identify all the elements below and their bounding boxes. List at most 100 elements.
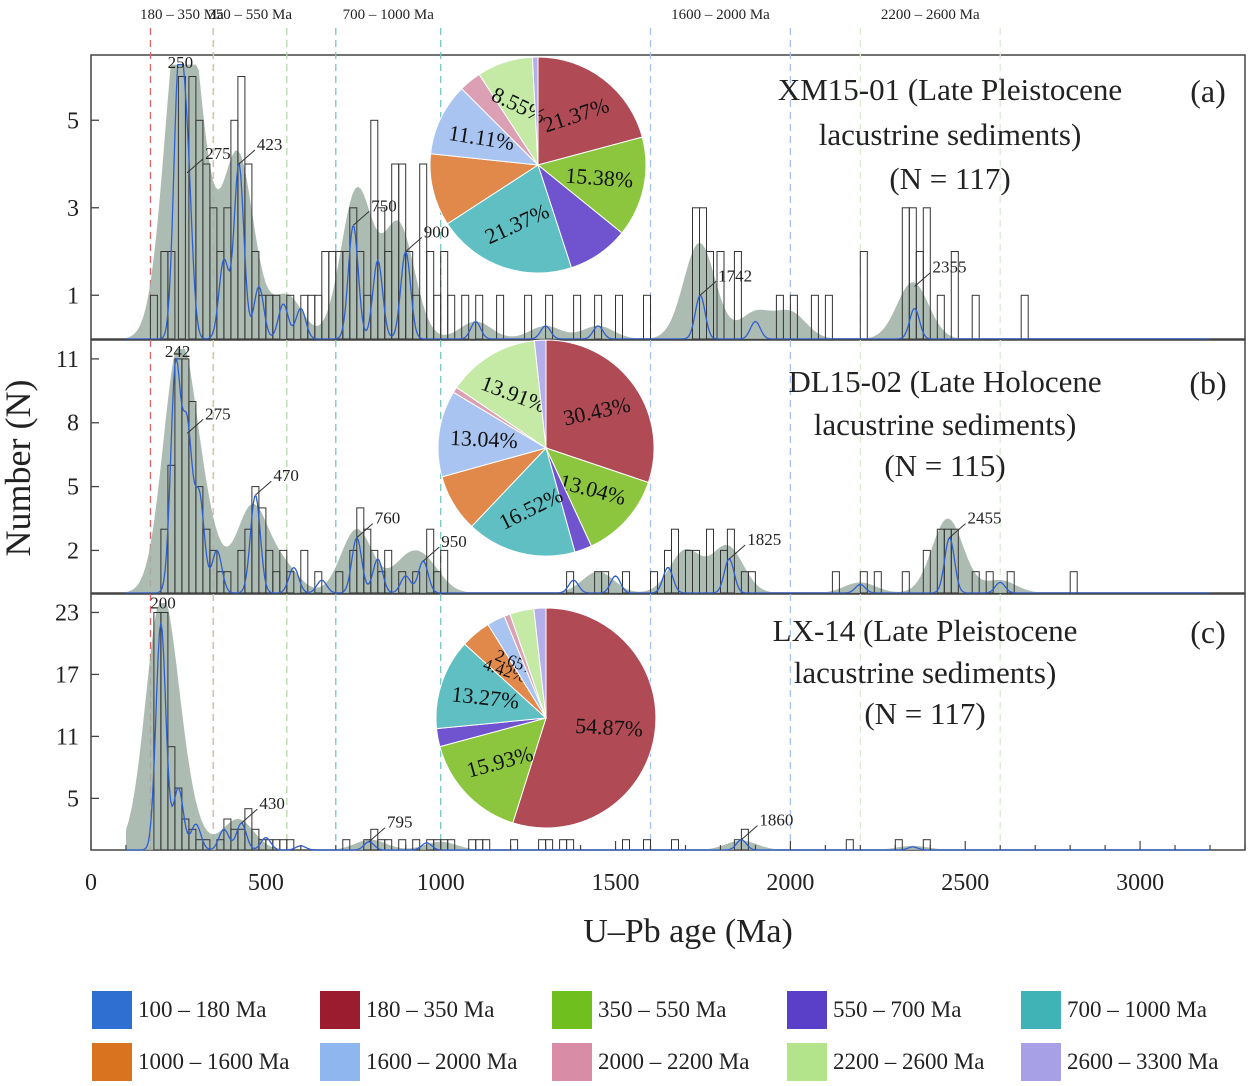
histogram-bar — [286, 294, 295, 340]
peak-label: 275 — [205, 144, 231, 163]
x-tick-label: 0 — [85, 870, 97, 896]
peak-label: 760 — [375, 509, 401, 528]
peak-label: 1825 — [747, 530, 781, 549]
histogram-bar — [1006, 571, 1015, 594]
legend-item: 180 – 350 Ma — [320, 990, 494, 1030]
peak-label: 795 — [387, 813, 413, 832]
histogram-bar — [594, 294, 603, 340]
x-axis: 0 500 1000 1500 2000 2500 3000 — [85, 841, 1246, 896]
legend-swatch — [320, 1043, 360, 1081]
sample-subtitle: lacustrine sediments) — [794, 655, 1057, 690]
legend-label: 180 – 350 Ma — [366, 997, 495, 1022]
legend-label: 350 – 550 Ma — [598, 997, 727, 1022]
legend-label: 1600 – 2000 Ma — [366, 1049, 518, 1074]
histogram-bar — [461, 294, 470, 340]
pie-slice — [435, 643, 548, 730]
peak-label: 750 — [371, 196, 397, 215]
histogram-bar — [566, 571, 575, 594]
peak-arrow — [352, 210, 370, 226]
histogram-bar — [671, 839, 679, 851]
pie-slice — [545, 339, 655, 484]
histogram-bar — [177, 76, 186, 340]
peak-label: 250 — [168, 53, 194, 72]
x-tick-label: 1500 — [592, 870, 640, 896]
y-tick-label: 5 — [67, 108, 79, 134]
y-tick-label: 17 — [55, 662, 79, 688]
histogram-bar — [538, 839, 547, 851]
range-label: 350 – 550 Ma — [208, 7, 292, 23]
legend-item: 1000 – 1600 Ma — [92, 1042, 289, 1082]
peak-arrow — [422, 546, 440, 562]
legend-swatch — [552, 1043, 592, 1081]
peak-label: 275 — [205, 404, 231, 423]
legend-swatch — [92, 1043, 132, 1081]
histogram-bar — [468, 839, 477, 851]
peak-arrow — [741, 825, 758, 841]
peak-label: 200 — [150, 593, 176, 612]
peak-arrow — [186, 158, 204, 174]
peak-arrow — [728, 544, 746, 560]
histogram-bar — [1020, 294, 1029, 340]
probability-curve — [126, 63, 1210, 340]
peak-label: 423 — [257, 135, 283, 154]
legend-item: 100 – 180 Ma — [92, 990, 266, 1030]
peak-arrow — [368, 827, 386, 843]
sample-subtitle: lacustrine sediments) — [819, 117, 1082, 152]
histogram-bar — [223, 571, 232, 594]
pie-slice — [531, 56, 539, 166]
sample-title: DL15-02 (Late Holocene — [788, 364, 1101, 399]
histogram-bar — [643, 294, 651, 340]
legend-label: 1000 – 1600 Ma — [138, 1049, 290, 1074]
legend-swatch — [1021, 1043, 1061, 1081]
sample-count: (N = 117) — [889, 161, 1010, 196]
histogram-bar — [202, 839, 211, 851]
sample-count: (N = 117) — [864, 696, 985, 731]
panel-label: (a) — [1190, 73, 1226, 109]
panel-label: (b) — [1189, 365, 1226, 401]
y-tick-label: 3 — [67, 196, 79, 222]
y-tick-label: 8 — [67, 411, 79, 437]
legend-item: 2000 – 2200 Ma — [552, 1042, 749, 1082]
pie-slice — [470, 447, 576, 557]
histogram-bar — [922, 207, 931, 340]
peak-label: 1742 — [718, 266, 752, 285]
legend-label: 550 – 700 Ma — [833, 997, 962, 1022]
histogram-bar — [643, 839, 651, 851]
pie-slice — [437, 391, 548, 478]
legend-swatch — [320, 991, 360, 1029]
x-axis-label: U–Pb age (Ma) — [583, 913, 793, 950]
histogram-bar — [272, 294, 281, 340]
sample-count: (N = 115) — [884, 448, 1005, 483]
histogram-bar — [1069, 571, 1078, 594]
y-axis-label: Number (N) — [0, 380, 38, 557]
histogram-bar — [412, 571, 421, 594]
legend-label: 2600 – 3300 Ma — [1067, 1049, 1219, 1074]
histogram-bar — [824, 294, 833, 340]
x-tick-label: 500 — [248, 870, 284, 896]
histogram-bar — [622, 571, 630, 594]
probability-curve — [126, 357, 1210, 594]
peak-label: 2455 — [968, 509, 1002, 528]
pie-slice — [533, 339, 547, 449]
y-tick-label: 1 — [67, 283, 79, 309]
legend-swatch — [92, 991, 132, 1029]
peak-label: 900 — [424, 223, 450, 242]
histogram-bar — [559, 839, 568, 851]
kde-area — [125, 64, 1176, 339]
peak-arrow — [255, 480, 272, 496]
histogram-bar — [950, 528, 959, 594]
y-tick-label: 23 — [55, 600, 79, 626]
sample-title: LX-14 (Late Pleistocene — [773, 613, 1078, 648]
legend-swatch — [787, 991, 827, 1029]
histogram-bar — [426, 528, 435, 594]
kde-area — [125, 349, 1176, 593]
peak-label: 2355 — [933, 258, 967, 277]
histogram-bar — [440, 251, 449, 340]
legend-label: 100 – 180 Ma — [138, 997, 267, 1022]
x-tick-label: 3000 — [1116, 870, 1164, 896]
histogram-bar — [475, 839, 484, 851]
pie-slice — [455, 340, 547, 450]
pie-slice-label: 54.87% — [575, 713, 644, 742]
